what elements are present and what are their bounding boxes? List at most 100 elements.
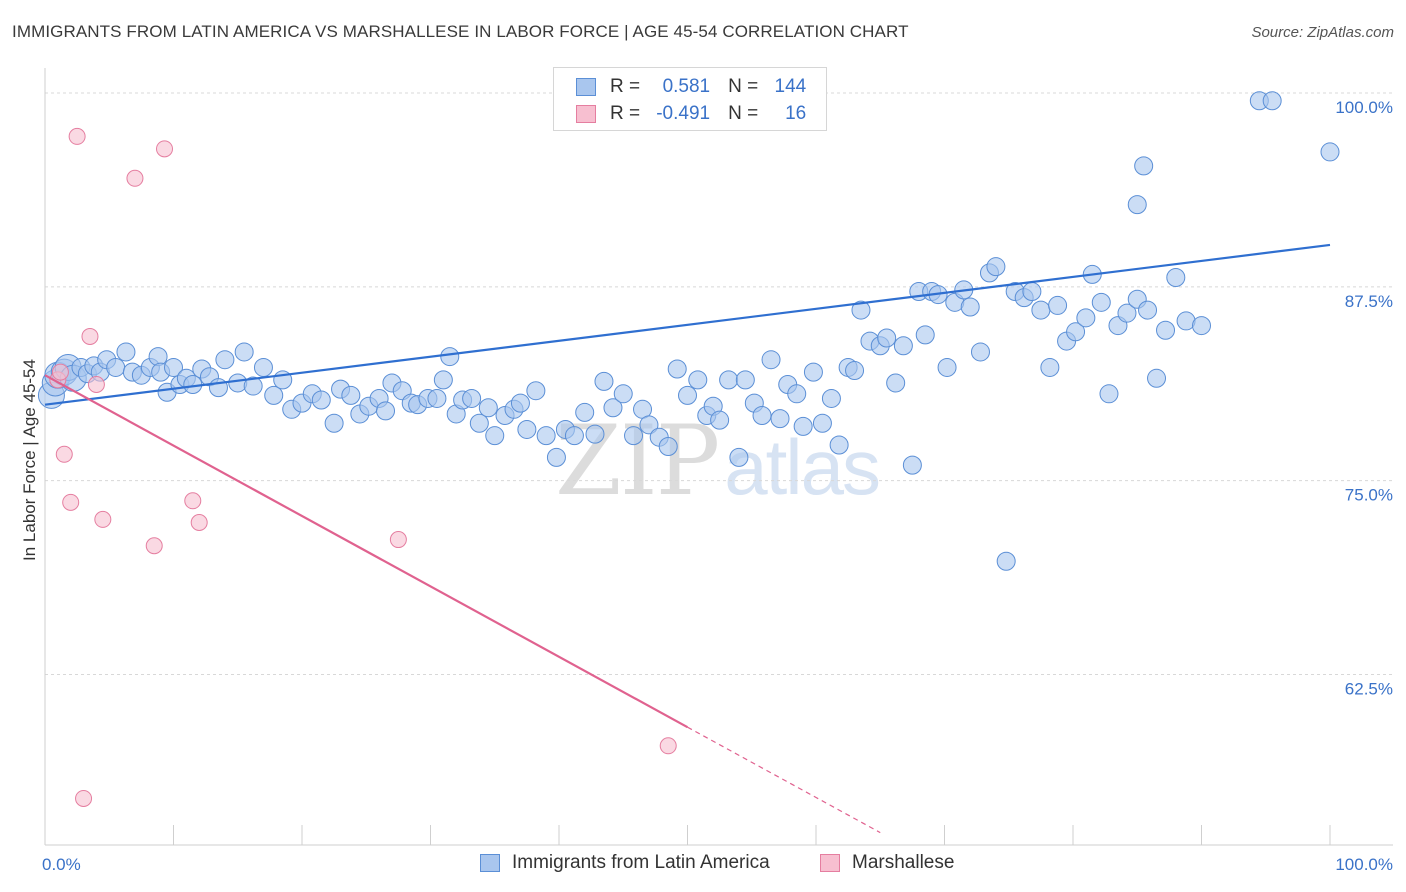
- point-latin-america: [996, 551, 1016, 571]
- series-swatch-latin-america: [480, 854, 500, 872]
- point-latin-america: [234, 342, 254, 362]
- legend-n-value-marshallese: 16: [785, 103, 807, 124]
- point-marshallese: [75, 789, 93, 807]
- point-marshallese: [184, 492, 202, 510]
- point-latin-america: [613, 384, 633, 404]
- y-tick-label: 87.5%: [1345, 292, 1393, 311]
- point-marshallese: [81, 327, 99, 345]
- point-latin-america: [915, 325, 935, 345]
- legend-r-value-marshallese: -0.491: [656, 103, 711, 124]
- point-latin-america: [243, 376, 263, 396]
- legend-swatch-latin-america: [576, 78, 596, 96]
- point-latin-america: [752, 406, 772, 426]
- point-latin-america: [575, 402, 595, 422]
- point-latin-america: [845, 361, 865, 381]
- point-latin-america: [1127, 195, 1147, 215]
- point-latin-america: [433, 370, 453, 390]
- point-latin-america: [1117, 303, 1137, 323]
- series-label-marshallese: Marshallese: [852, 852, 955, 873]
- point-marshallese: [62, 493, 80, 511]
- point-latin-america: [469, 413, 489, 433]
- zipatlas-watermark: ZIPatlas: [555, 405, 881, 517]
- point-latin-america: [1099, 384, 1119, 404]
- point-latin-america: [688, 370, 708, 390]
- legend-r-label: R =: [610, 76, 641, 97]
- series-legend-marshallese[interactable]: Marshallese: [820, 852, 954, 874]
- watermark-atlas: atlas: [724, 423, 881, 511]
- trendline-marshallese: [44, 374, 689, 729]
- chart-title: IMMIGRANTS FROM LATIN AMERICA VS MARSHAL…: [12, 22, 909, 41]
- point-latin-america: [1040, 357, 1060, 377]
- point-latin-america: [148, 347, 168, 367]
- point-latin-america: [603, 398, 623, 418]
- legend-n-label: N =: [728, 103, 759, 124]
- point-marshallese: [659, 737, 677, 755]
- point-latin-america: [1262, 91, 1282, 111]
- correlation-legend: R = 0.581 N = 144 R = -0.491 N = 16: [553, 67, 827, 131]
- trendline-marshallese-extension: [687, 726, 881, 834]
- legend-r-value-latin-america: 0.581: [662, 76, 711, 97]
- legend-n-label: N =: [728, 76, 759, 97]
- point-latin-america: [1166, 268, 1186, 288]
- point-latin-america: [829, 435, 849, 455]
- trendline-latin-america: [44, 243, 1331, 406]
- point-latin-america: [960, 297, 980, 317]
- point-latin-america: [902, 455, 922, 475]
- point-latin-america: [1320, 142, 1340, 162]
- point-latin-america: [1138, 300, 1158, 320]
- point-latin-america: [594, 371, 614, 391]
- point-latin-america: [106, 357, 126, 377]
- point-latin-america: [485, 426, 505, 446]
- point-latin-america: [1147, 368, 1167, 388]
- point-latin-america: [536, 426, 556, 446]
- series-legend: Immigrants from Latin America Marshalles…: [0, 852, 1406, 876]
- point-latin-america: [803, 362, 823, 382]
- point-latin-america: [341, 385, 361, 405]
- point-latin-america: [253, 357, 273, 377]
- point-latin-america: [1048, 295, 1068, 315]
- point-latin-america: [311, 390, 331, 410]
- legend-n-value-latin-america: 144: [774, 76, 807, 97]
- y-tick-label: 62.5%: [1345, 679, 1393, 698]
- point-latin-america: [264, 385, 284, 405]
- legend-swatch-marshallese: [576, 105, 596, 123]
- point-latin-america: [324, 413, 344, 433]
- series-label-latin-america: Immigrants from Latin America: [512, 852, 770, 873]
- point-marshallese: [51, 363, 69, 381]
- point-latin-america: [215, 350, 235, 370]
- point-latin-america: [1022, 281, 1042, 301]
- point-latin-america: [761, 350, 781, 370]
- legend-row-marshallese: R = -0.491 N = 16: [576, 102, 806, 126]
- point-marshallese: [55, 445, 73, 463]
- x-tick-label: 100.0%: [1335, 855, 1393, 874]
- point-latin-america: [1066, 322, 1086, 342]
- x-tick-label: 0.0%: [42, 855, 81, 874]
- point-latin-america: [376, 401, 396, 421]
- point-latin-america: [770, 409, 790, 429]
- point-latin-america: [729, 447, 749, 467]
- y-tick-label: 100.0%: [1335, 98, 1393, 117]
- point-latin-america: [793, 416, 813, 436]
- point-latin-america: [851, 300, 871, 320]
- point-marshallese: [94, 510, 112, 528]
- point-latin-america: [1076, 308, 1096, 328]
- point-latin-america: [116, 342, 136, 362]
- point-latin-america: [812, 413, 832, 433]
- point-latin-america: [710, 410, 730, 430]
- point-latin-america: [1031, 300, 1051, 320]
- point-latin-america: [164, 357, 183, 377]
- point-latin-america: [787, 384, 807, 404]
- watermark-zip: ZIP: [555, 405, 720, 517]
- point-latin-america: [719, 370, 739, 390]
- point-latin-america: [735, 370, 755, 390]
- point-marshallese: [190, 513, 208, 531]
- legend-r-label: R =: [610, 103, 641, 124]
- series-legend-latin-america[interactable]: Immigrants from Latin America: [480, 852, 770, 874]
- point-latin-america: [678, 385, 697, 405]
- point-latin-america: [517, 419, 537, 439]
- point-latin-america: [228, 373, 248, 393]
- point-latin-america: [937, 357, 957, 377]
- point-latin-america: [427, 388, 447, 408]
- point-latin-america: [658, 437, 678, 457]
